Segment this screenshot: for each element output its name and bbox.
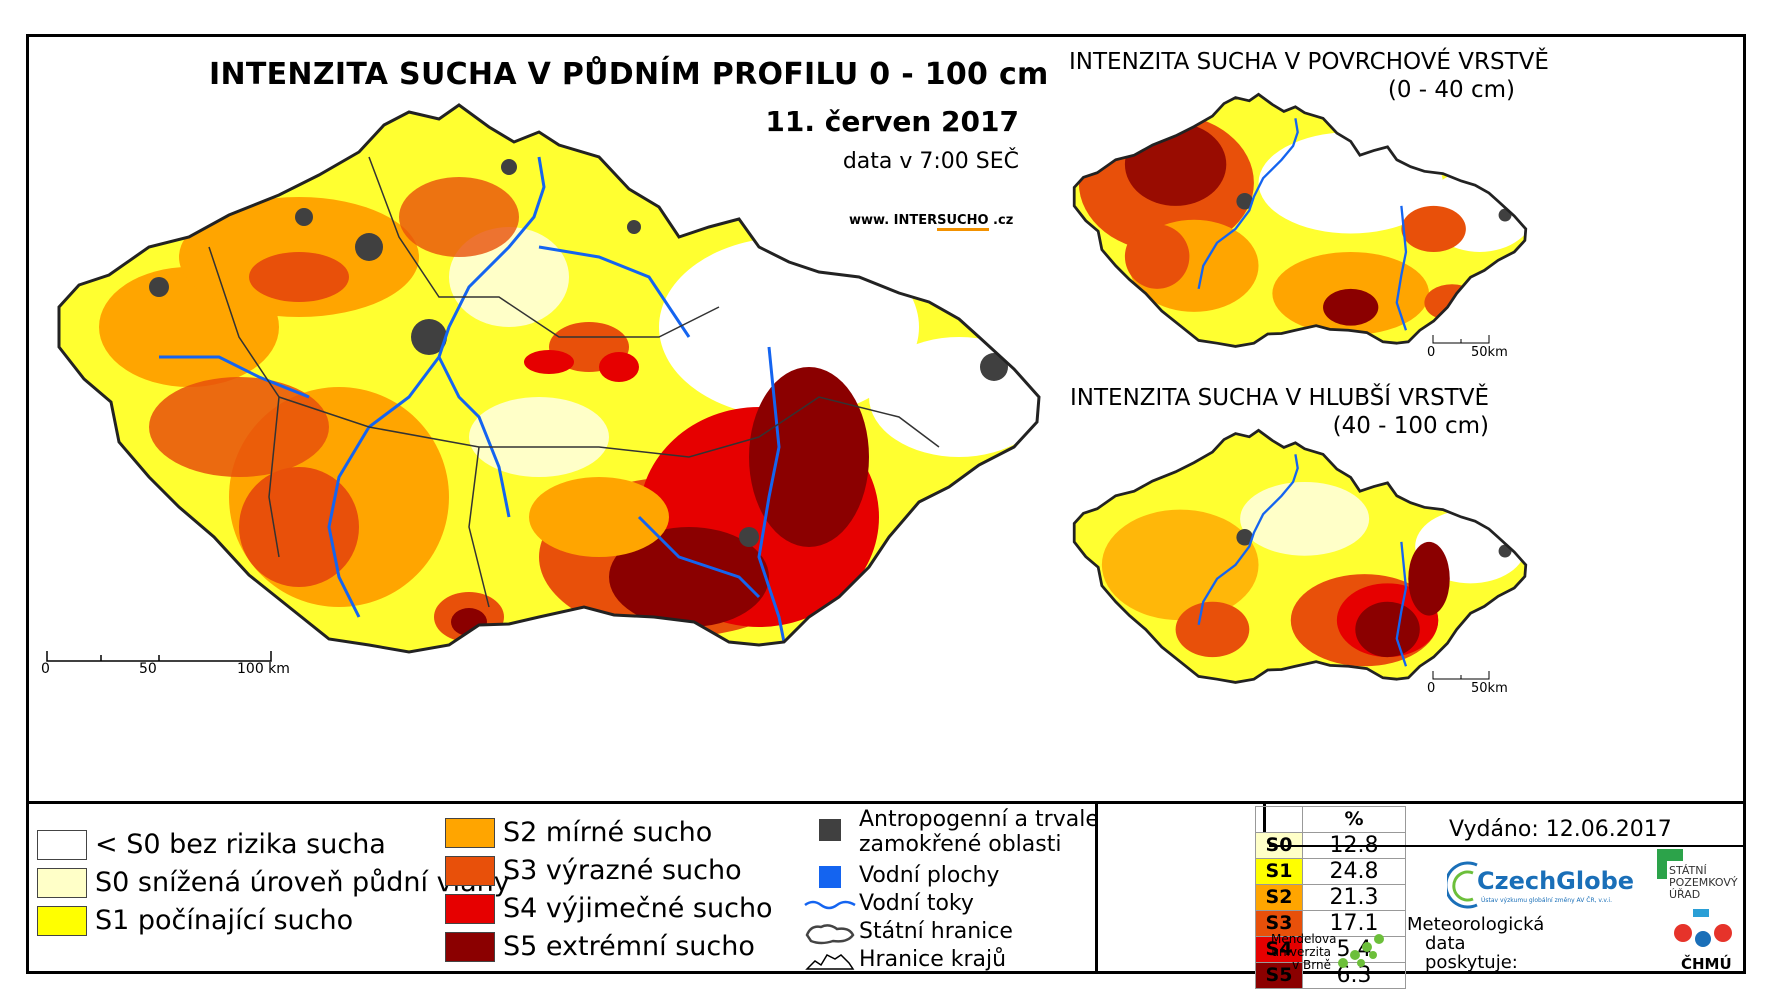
inset-bottom-scale-bar [1432,671,1490,680]
legend-label-below-s0: < S0 bez rizika sucha [95,829,386,860]
legend-label-rivers: Vodní toky [859,891,974,916]
meteo-line-1: Meteorologická [1407,914,1545,935]
percent-table-header-row: % [1255,806,1406,833]
czechglobe-logo-text: CzechGlobe [1477,867,1635,895]
legend-label-region-border: Hranice krajů [859,947,1007,972]
table-row: S3 17.1 [1255,910,1406,937]
meteo-line-3: poskytuje: [1425,952,1518,973]
legend-swatch-s1 [37,905,87,936]
mendel-logo-icon [1338,934,1384,968]
website-url[interactable]: www. INTERSUCHO .cz [849,213,1014,231]
percent-code-s2: S2 [1255,884,1303,911]
main-scale-label-50: 50 [139,661,157,677]
main-scale-bar [46,651,272,662]
percent-table: % S0 12.8 S1 24.8 S2 21.3 S3 17.1 S4 5.4… [1255,806,1406,989]
main-date: 11. červen 2017 [765,105,1019,138]
state-border-icon [805,924,855,945]
legend-label-s1: S1 počínající sucho [95,905,354,936]
percent-value-s5: 6.3 [1302,962,1406,989]
deep-layer-map [1072,428,1528,684]
legend-label-state-border: Státní hranice [859,919,1013,944]
legend-item-s5: S5 extrémní sucho [445,931,755,962]
inset-top-scale-50: 50km [1471,345,1508,360]
inset-bottom-subtitle: (40 - 100 cm) [1332,413,1489,439]
percent-value-s1: 24.8 [1302,858,1406,885]
percent-value-s4: 5.4 [1302,936,1406,963]
percent-table-header: % [1302,806,1406,833]
czechglobe-subtitle: Ústav výzkumu globální změny AV ČR, v.v.… [1481,897,1612,904]
mendel-line-3: v Brně [1292,958,1331,972]
percent-value-s2: 21.3 [1302,884,1406,911]
main-time: data v 7:00 SEČ [842,149,1019,174]
legend-item-below-s0: < S0 bez rizika sucha [37,829,386,860]
main-title: INTENZITA SUCHA V PŮDNÍM PROFILU 0 - 100… [209,57,1049,92]
meteo-provider-text: Meteorologická data poskytuje: [1407,915,1544,972]
legend-swatch-s0 [37,867,87,898]
inset-top-scale-0: 0 [1427,345,1436,360]
table-row: S4 5.4 [1255,936,1406,963]
spu-line-2: POZEMKOVÝ [1669,876,1738,889]
url-highlight: SUCHO [937,213,989,231]
meteo-line-2: data [1425,933,1466,954]
percent-code-s5: S5 [1255,962,1303,989]
legend-swatch-s3 [445,855,495,886]
legend-item-s2: S2 mírné sucho [445,817,712,848]
river-line-icon [804,900,856,910]
blue-square-icon [819,866,841,888]
legend-item-s3: S3 výrazné sucho [445,855,742,886]
inset-top-subtitle: (0 - 40 cm) [1387,77,1515,103]
main-drought-map [57,103,1041,654]
legend-label-s0: S0 snížená úroveň půdní vláhy [95,867,510,898]
percent-code-s1: S1 [1255,858,1303,885]
issued-date: Vydáno: 12.06.2017 [1449,817,1672,842]
legend-item-s4: S4 výjimečné sucho [445,893,773,924]
chmu-logo-text: ČHMÚ [1681,955,1732,973]
grey-square-icon [819,819,841,841]
legend-item-s1: S1 počínající sucho [37,905,353,936]
mendel-line-1: Mendelova [1271,932,1337,946]
legend-label-s2: S2 mírné sucho [503,817,713,848]
credits-divider [1269,845,1743,847]
percent-value-s3: 17.1 [1302,910,1406,937]
legend-label-anthropogenic-1: Antropogenní a trvale [859,807,1099,832]
inset-top-title: INTENZITA SUCHA V POVRCHOVÉ VRSTVĚ [1069,49,1549,75]
spu-logo-text: STÁTNÍ POZEMKOVÝ ÚŘAD [1669,865,1738,901]
legend-separator-1 [1095,801,1098,974]
chmu-logo-icon [1674,909,1732,947]
czechglobe-logo-icon [1447,861,1478,909]
legend-divider [29,801,1743,804]
legend-label-anthropogenic-2: zamokřené oblasti [859,832,1062,857]
mendel-line-2: univerzita [1271,945,1331,959]
legend-label-s4: S4 výjimečné sucho [503,893,773,924]
legend-swatch-s2 [445,817,495,848]
region-border-icon [805,954,855,970]
inset-bottom-title: INTENZITA SUCHA V HLUBŠÍ VRSTVĚ [1070,385,1489,411]
percent-code-s3: S3 [1255,910,1303,937]
spu-line-3: ÚŘAD [1669,888,1701,901]
inset-bottom-scale-0: 0 [1427,681,1436,696]
percent-table-header-code [1255,806,1303,833]
table-row: S1 24.8 [1255,858,1406,885]
legend-swatch-s5 [445,931,495,962]
mendel-logo-text: Mendelova univerzita v Brně [1271,932,1337,972]
spu-line-1: STÁTNÍ [1669,864,1707,877]
legend-swatch-below-s0 [37,829,87,860]
inset-bottom-scale-50: 50km [1471,681,1508,696]
inset-top-scale-bar [1432,335,1490,344]
main-scale-label-0: 0 [41,661,50,677]
main-scale-label-100: 100 km [237,661,290,677]
surface-layer-map [1072,92,1528,348]
legend-item-s0: S0 snížená úroveň půdní vláhy [37,867,510,898]
url-prefix: www. INTER [849,213,938,228]
legend-label-s5: S5 extrémní sucho [503,931,755,962]
legend-label-water-bodies: Vodní plochy [859,863,1000,888]
spu-logo-bar [1657,849,1667,879]
legend-label-s3: S3 výrazné sucho [503,855,742,886]
map-frame: INTENZITA SUCHA V PŮDNÍM PROFILU 0 - 100… [26,34,1746,989]
legend-swatch-s4 [445,893,495,924]
table-row: S2 21.3 [1255,884,1406,911]
url-suffix: .cz [988,213,1014,228]
table-row: S5 6.3 [1255,962,1406,989]
